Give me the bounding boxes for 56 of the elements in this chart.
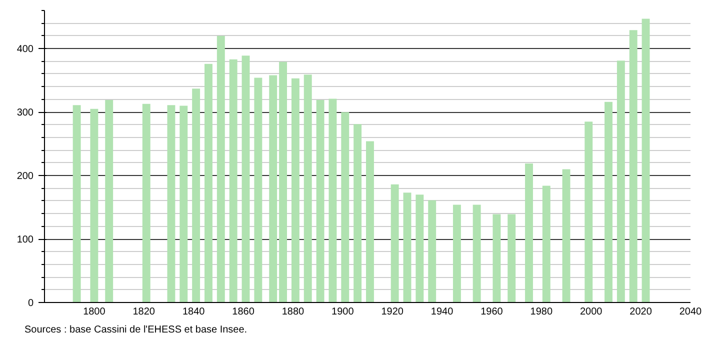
bar [192,88,200,302]
bar [629,30,638,302]
x-tick-label: 1920 [381,306,404,318]
bar [90,108,98,302]
x-tick-label: 2040 [679,306,702,318]
bar [403,192,412,302]
bar [472,204,481,302]
bar [452,204,461,302]
bar [242,56,250,302]
bar [525,163,533,302]
x-tick-label: 1900 [332,306,354,318]
x-tick-label: 1860 [232,306,255,318]
bar [142,104,150,302]
bar [254,78,262,302]
bar [508,214,516,302]
bar [416,194,424,302]
x-tick-label: 2000 [580,306,603,318]
bar [291,78,300,302]
bar [180,106,188,302]
bar [279,62,287,302]
x-tick-label: 2020 [630,306,652,318]
bar [492,214,501,302]
x-tick-label: 1840 [182,306,206,318]
y-tick-label: 200 [16,171,34,182]
x-tick-label: 1820 [132,306,156,318]
bar [216,36,225,302]
source-note: Sources : base Cassini de l'EHESS et base Insee. [24,324,248,336]
x-tick-label: 1960 [480,306,504,318]
x-tick-label: 1980 [530,306,553,318]
bar [229,59,238,302]
x-tick-label: 1880 [282,306,305,318]
bar [105,100,114,302]
y-tick-label: 0 [28,298,34,309]
bar [584,122,593,302]
y-tick-label: 100 [16,234,34,246]
bar [616,60,625,302]
bar [269,75,278,302]
bar [354,124,362,302]
bar [604,102,612,302]
bar [562,169,570,302]
bar [428,200,436,302]
bar [366,141,374,302]
bar [167,105,176,302]
bar [390,184,399,302]
y-tick-label: 300 [16,108,34,119]
bar [316,100,324,302]
x-tick-label: 1940 [430,306,454,318]
bar [204,64,212,302]
bar [304,74,312,302]
y-tick-label: 400 [16,44,34,56]
x-tick-label: 1800 [83,306,106,318]
bar [642,18,650,302]
bar [542,186,550,302]
bar [328,98,337,302]
bar [72,105,81,302]
bar [341,112,350,302]
